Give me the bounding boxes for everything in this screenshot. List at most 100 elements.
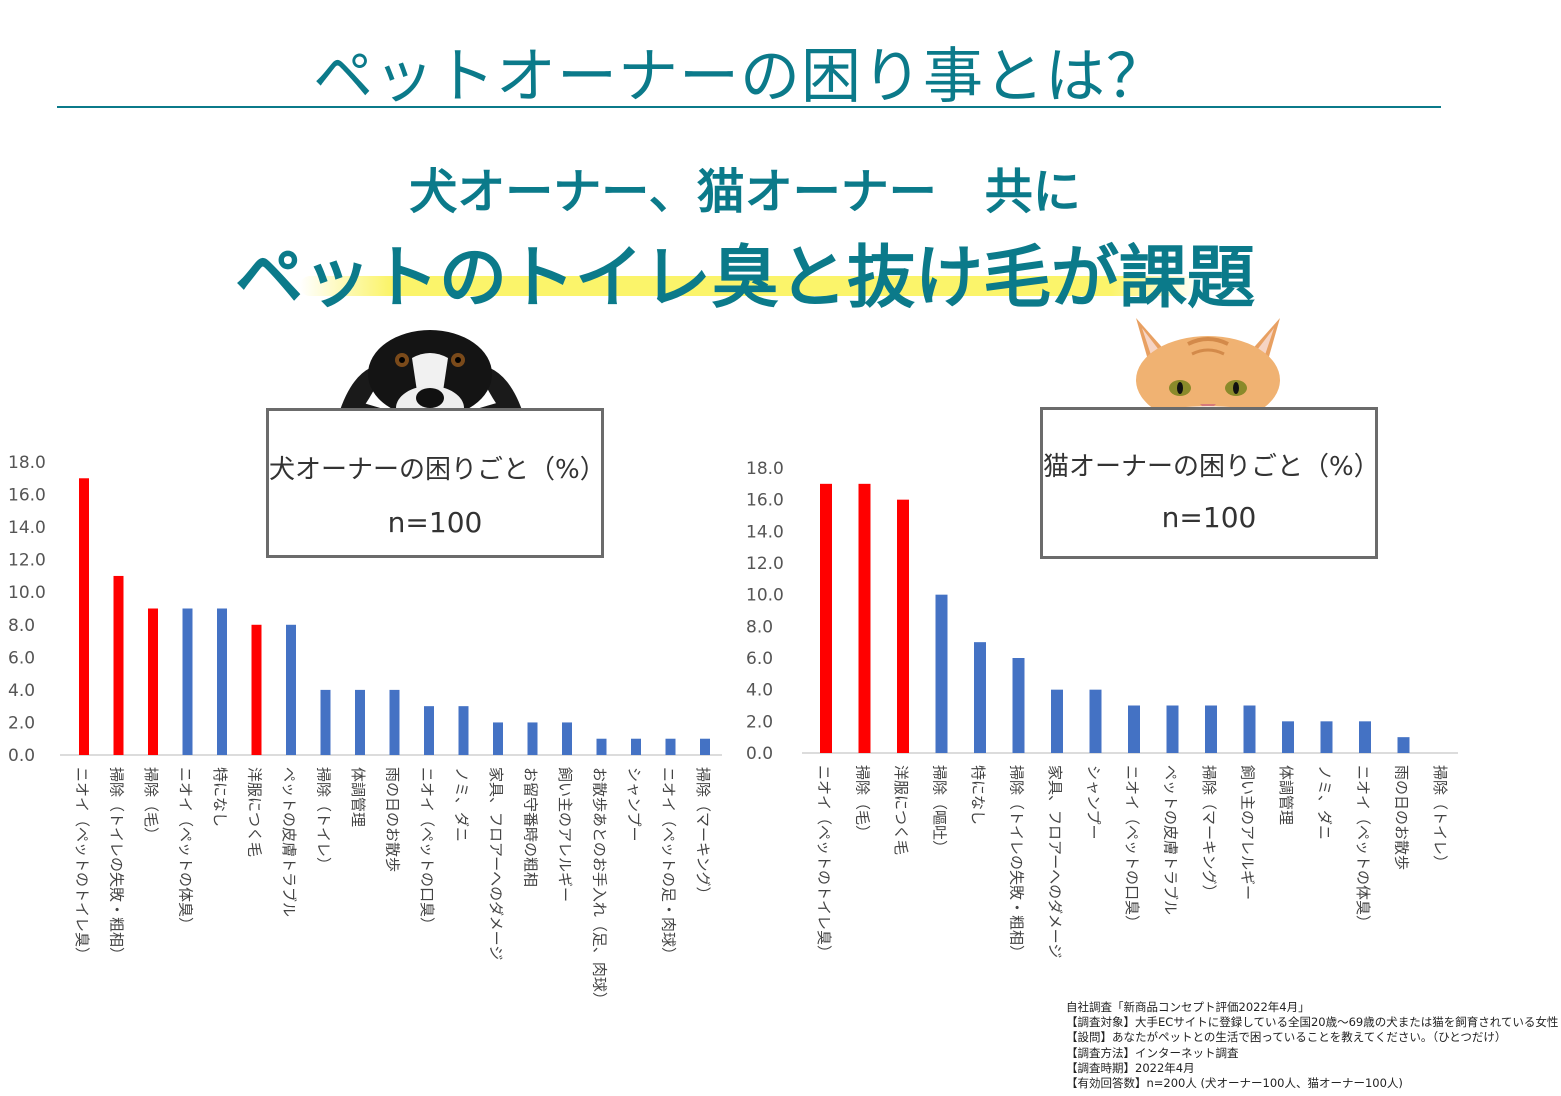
bar — [1166, 705, 1179, 753]
y-tick-label: 10.0 — [8, 583, 46, 603]
bar — [1051, 689, 1063, 753]
bar — [897, 499, 909, 753]
source-line: 【設問】あなたがペットとの生活で困っていることを教えてください。（ひとつだけ） — [1066, 1030, 1507, 1045]
dog-chart-label-box: 犬オーナーの困りごと（%） n=100 — [266, 408, 606, 558]
category-label: 掃除（トイレの失敗・粗相） — [108, 767, 126, 962]
category-label: 飼い主のアレルギー — [556, 767, 574, 902]
y-tick-label: 16.0 — [746, 491, 784, 511]
category-label: 飼い主のアレルギー — [1239, 765, 1257, 900]
bar — [1089, 689, 1102, 753]
page-title: ペットオーナーの困り事とは？ — [313, 42, 1167, 112]
category-label: ニオイ（ペットの足・肉球） — [660, 767, 678, 962]
y-tick-label: 2.0 — [746, 712, 773, 732]
category-label: ノミ、ダニ — [1316, 765, 1334, 840]
category-label: お散歩あとのお手入れ（足、肉球） — [591, 767, 609, 1007]
bar — [320, 689, 331, 755]
bar — [1128, 705, 1140, 753]
y-tick-label: 6.0 — [746, 649, 773, 669]
category-label: 掃除（マーキング） — [1200, 765, 1218, 900]
category-label: 家具、フロアーへのダメージ — [487, 767, 505, 960]
category-label: シャンプー — [625, 767, 643, 842]
category-label: 掃除（毛） — [142, 767, 160, 842]
category-label: 特になし — [211, 767, 229, 827]
category-label: ペットの皮膚トラブル — [1162, 765, 1180, 915]
bar — [1359, 721, 1371, 753]
y-tick-label: 6.0 — [8, 648, 35, 668]
source-line: 【調査時期】2022年4月 — [1066, 1060, 1195, 1075]
highlight-marker — [300, 276, 1200, 296]
category-label: 雨の日のお散歩 — [384, 767, 402, 872]
bar — [1243, 705, 1256, 753]
bar — [1397, 737, 1410, 753]
bar — [1205, 705, 1217, 753]
y-tick-label: 12.0 — [8, 551, 46, 571]
bar — [1320, 721, 1333, 753]
source-line: 【調査対象】大手ECサイトに登録している全国20歳～69歳の犬または猫を飼育され… — [1066, 1015, 1559, 1030]
bar — [148, 608, 158, 755]
category-label: ニオイ（ペットのトイレ臭） — [815, 765, 833, 960]
source-line: 【調査方法】インターネット調査 — [1066, 1045, 1239, 1060]
dog-box-title: 犬オーナーの困りごと（%） — [269, 455, 606, 485]
bar — [631, 738, 641, 755]
category-label: お留守番時の粗相 — [522, 767, 540, 887]
category-label: 掃除（マーキング） — [694, 767, 712, 902]
cat-illustration — [1136, 318, 1280, 414]
bar — [251, 624, 262, 755]
bar — [389, 689, 400, 755]
bar — [1012, 658, 1025, 753]
y-tick-label: 0.0 — [746, 744, 773, 764]
bar — [700, 738, 710, 755]
category-label: ニオイ（ペットの口臭） — [1123, 765, 1141, 930]
headline-line-1: 犬オーナー、猫オーナー 共に — [409, 164, 1081, 220]
y-tick-label: 4.0 — [746, 681, 773, 701]
bar — [562, 722, 572, 755]
bar — [974, 642, 986, 753]
dog-owner-bar-chart: 0.0 2.0 4.0 6.0 8.0 10.0 12.0 14.0 16.0 18.0 ニオイ（ペ… — [8, 453, 722, 1007]
bar — [355, 689, 365, 755]
source-line: 自社調査「新商品コンセプト評価2022年4月」 — [1066, 1000, 1310, 1014]
survey-source-notes: 自社調査「新商品コンセプト評価2022年4月」 【調査対象】大手ECサイトに登録… — [1066, 1000, 1558, 1091]
category-label: 体調管理 — [1277, 765, 1295, 825]
category-label: ペットの皮膚トラブル — [280, 767, 298, 917]
y-tick-label: 12.0 — [746, 554, 784, 574]
y-tick-label: 4.0 — [8, 681, 35, 701]
bar — [820, 483, 832, 753]
y-tick-label: 14.0 — [746, 522, 784, 542]
category-label: ニオイ（ペットの体臭） — [1354, 765, 1372, 930]
category-label: 家具、フロアーへのダメージ — [1046, 765, 1064, 958]
category-label: 掃除（トイレの失敗・粗相） — [1008, 765, 1026, 960]
bar — [596, 738, 607, 755]
category-label: ノミ、ダニ — [453, 767, 471, 842]
cat-box-title: 猫オーナーの困りごと（%） — [1043, 452, 1380, 482]
headline-line-2: ペットのトイレ臭と抜け毛が課題 — [234, 239, 1255, 318]
y-tick-label: 10.0 — [746, 586, 784, 606]
y-tick-label: 8.0 — [746, 617, 773, 637]
y-tick-label: 18.0 — [8, 453, 46, 473]
source-line: 【有効回答数】n=200人 (犬オーナー100人、猫オーナー100人) — [1066, 1076, 1403, 1091]
bar — [113, 575, 124, 755]
category-label: 掃除（嘔吐） — [931, 765, 949, 855]
bar — [79, 478, 89, 755]
bar — [527, 722, 538, 755]
category-label: 体調管理 — [349, 767, 367, 827]
cat-box-sample-size: n=100 — [1161, 501, 1257, 534]
cat-chart-label-box: 猫オーナーの困りごと（%） n=100 — [1040, 407, 1380, 559]
category-label: 掃除（トイレ） — [315, 767, 333, 872]
bar — [217, 608, 227, 755]
title-divider — [57, 106, 1441, 108]
bar — [286, 624, 296, 755]
category-label: 洋服につく毛 — [246, 767, 264, 857]
bar — [665, 738, 676, 755]
bar — [424, 706, 434, 755]
bar — [493, 722, 503, 755]
category-label: ニオイ（ペットの体臭） — [177, 767, 195, 932]
y-tick-label: 2.0 — [8, 713, 35, 733]
bar — [935, 594, 948, 753]
category-label: 洋服につく毛 — [892, 765, 910, 855]
bar — [182, 608, 193, 755]
category-label: 掃除（毛） — [854, 765, 872, 840]
y-tick-label: 0.0 — [8, 746, 35, 766]
cat-owner-bar-chart: 0.0 2.0 4.0 6.0 8.0 10.0 12.0 14.0 16.0 18.0 ニオイ（ペ… — [746, 459, 1458, 960]
y-tick-label: 18.0 — [746, 459, 784, 479]
y-tick-label: 16.0 — [8, 486, 46, 506]
